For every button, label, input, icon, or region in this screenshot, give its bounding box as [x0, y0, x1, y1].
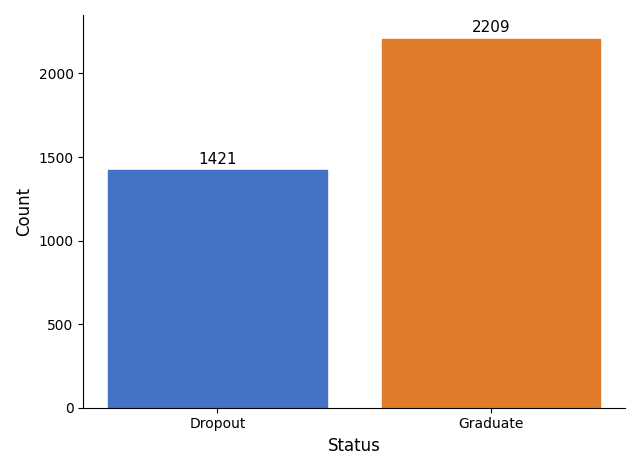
- Bar: [381, 39, 600, 407]
- Bar: [108, 170, 327, 407]
- Y-axis label: Count: Count: [15, 187, 33, 236]
- Text: 1421: 1421: [198, 152, 237, 167]
- X-axis label: Status: Status: [328, 437, 381, 455]
- Text: 2209: 2209: [472, 20, 510, 35]
